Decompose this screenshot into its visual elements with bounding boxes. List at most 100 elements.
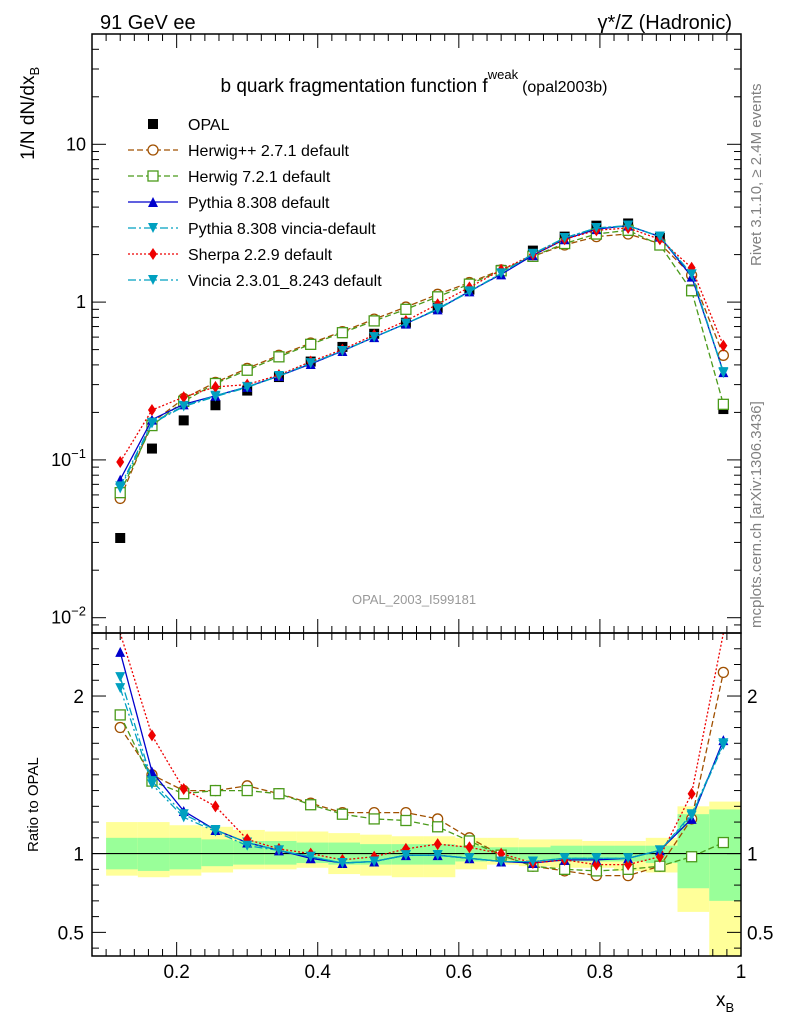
series-line xyxy=(119,225,725,489)
y-tick-label: 1 xyxy=(76,292,86,312)
ratio-point xyxy=(717,836,730,849)
data-point xyxy=(527,248,538,259)
ratio-point xyxy=(273,845,284,856)
x-tick-label: 0.6 xyxy=(446,962,472,983)
data-point xyxy=(464,286,475,297)
x-tick-label: 0.2 xyxy=(163,962,189,983)
data-point xyxy=(719,339,728,352)
ratio-point xyxy=(433,838,442,851)
main-series-1 xyxy=(114,228,730,505)
watermark: OPAL_2003_I599181 xyxy=(352,592,476,607)
main-series-0 xyxy=(115,218,729,543)
data-point xyxy=(115,532,126,543)
data-point xyxy=(146,418,157,429)
ratio-y-tick-label-right: 1 xyxy=(747,845,758,866)
ratio-point xyxy=(146,779,157,790)
ratio-point xyxy=(687,787,696,800)
ratio-point xyxy=(655,850,664,863)
data-point xyxy=(400,303,412,315)
series-line xyxy=(119,225,725,487)
legend-label: Pythia 8.308 vincia-default xyxy=(188,221,376,238)
data-point xyxy=(147,404,156,417)
data-point xyxy=(178,401,189,412)
y-tick-label: 10−2 xyxy=(51,604,86,628)
series-line xyxy=(119,227,725,463)
ratio-point xyxy=(369,856,380,867)
header-right: γ*/Z (Hadronic) xyxy=(598,12,732,34)
data-point xyxy=(717,398,730,410)
chart-title: b quark fragmentation function fweak(opa… xyxy=(221,67,608,97)
rivet-info-label: Rivet 3.1.10, ≥ 2.4M events xyxy=(748,83,765,267)
legend-entry: Vincia 2.3.01_8.243 default xyxy=(128,273,382,290)
data-point xyxy=(179,391,188,404)
data-point xyxy=(369,332,380,343)
ratio-point xyxy=(210,826,221,837)
ratio-point xyxy=(432,821,444,833)
data-point xyxy=(210,400,221,411)
data-point xyxy=(211,380,220,393)
data-point xyxy=(337,345,348,356)
ratio-y-tick-label-left: 1 xyxy=(73,845,84,866)
ratio-point xyxy=(685,851,698,863)
ratio-line xyxy=(119,632,725,866)
data-point xyxy=(241,364,253,376)
ratio-point xyxy=(147,729,156,742)
data-point xyxy=(210,391,221,402)
legend-marker xyxy=(148,119,158,129)
ratio-point xyxy=(400,850,411,861)
ratio-point xyxy=(211,800,220,813)
ratio-point xyxy=(242,840,253,851)
x-axis-label: xB xyxy=(716,990,734,1015)
chart-title-main: b quark fragmentation function f xyxy=(221,76,489,97)
ratio-point xyxy=(592,858,601,871)
legend: OPAL Herwig++ 2.7.1 default Herwig 7.2.1 d… xyxy=(128,117,382,290)
legend-label: Vincia 2.3.01_8.243 default xyxy=(188,273,382,290)
y-axis-label-main: 1/N dN/dxB xyxy=(18,67,42,160)
ratio-point xyxy=(527,856,538,867)
ratio-point xyxy=(114,721,126,734)
legend-entry: Herwig 7.2.1 default xyxy=(128,169,331,186)
ratio-point xyxy=(115,646,126,657)
stat-uncertainty-band xyxy=(137,837,170,871)
data-point xyxy=(178,415,189,426)
ratio-y-tick-label-left: 2 xyxy=(73,687,84,708)
ratio-y-tick-label-left: 0.5 xyxy=(58,923,84,944)
ratio-y-tick-label-right: 0.5 xyxy=(747,923,773,944)
data-point xyxy=(496,268,507,279)
header-left: 91 GeV ee xyxy=(100,12,196,34)
ratio-point xyxy=(624,858,633,871)
x-tick-label: 0.4 xyxy=(305,962,332,983)
ratio-point xyxy=(179,782,188,795)
ratio-point xyxy=(178,812,189,823)
main-plot-series xyxy=(114,218,730,543)
data-point xyxy=(559,232,570,243)
ratio-point xyxy=(686,810,697,821)
data-point xyxy=(591,222,602,233)
legend-label: Herwig 7.2.1 default xyxy=(188,169,331,186)
main-series-6 xyxy=(115,220,729,494)
ratio-line xyxy=(119,687,724,864)
ratio-point xyxy=(591,853,602,864)
main-series-2 xyxy=(114,224,730,499)
data-point xyxy=(717,349,730,361)
data-point xyxy=(623,220,634,231)
ratio-point xyxy=(114,709,126,721)
stat-uncertainty-band xyxy=(709,809,741,901)
data-point xyxy=(116,455,125,468)
ratio-point xyxy=(464,853,475,864)
legend-marker xyxy=(149,248,157,260)
ratio-y-tick-label-right: 2 xyxy=(747,687,758,708)
ratio-point xyxy=(337,858,348,869)
chart-title-tag: (opal2003b) xyxy=(522,79,607,96)
ratio-point xyxy=(465,841,474,854)
legend-marker xyxy=(148,223,158,233)
ratio-point xyxy=(241,784,253,797)
ratio-point xyxy=(115,683,126,694)
data-point xyxy=(273,371,284,382)
ratio-uncertainty-bands xyxy=(92,801,741,956)
series-line xyxy=(119,229,725,493)
data-point xyxy=(305,358,316,369)
data-point xyxy=(305,338,317,350)
